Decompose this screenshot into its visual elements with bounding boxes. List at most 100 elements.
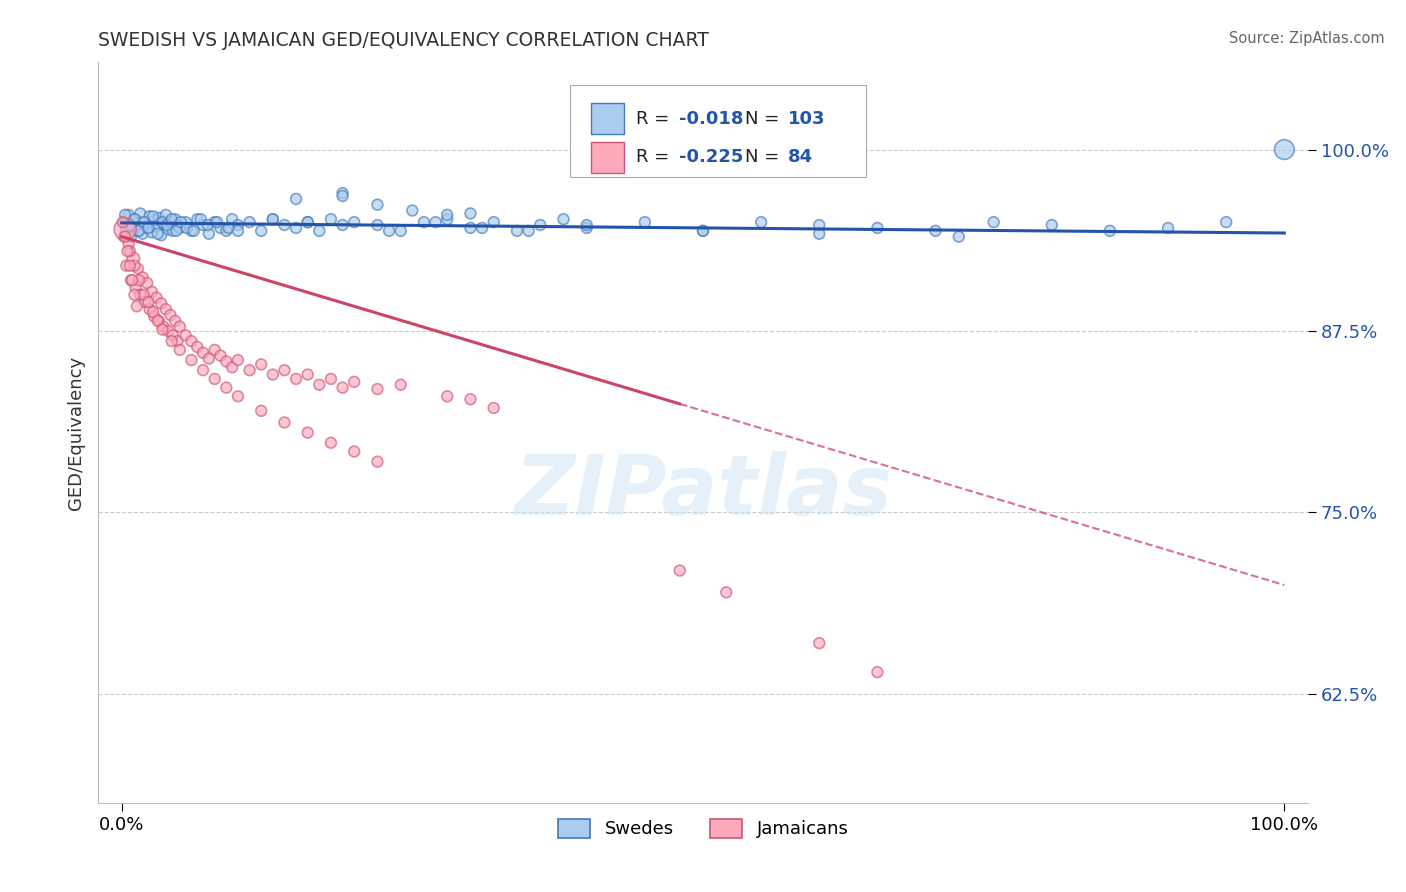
Point: [159, 308, 181, 322]
Point: [124, 259, 146, 273]
Text: -0.018: -0.018: [679, 110, 744, 128]
Point: [226, 353, 249, 368]
Point: [866, 665, 889, 680]
Point: [716, 585, 738, 599]
Point: [1040, 218, 1063, 232]
Point: [866, 221, 889, 235]
Point: [634, 215, 657, 229]
Point: [114, 208, 136, 222]
Point: [204, 372, 226, 386]
Point: [160, 334, 183, 348]
Point: [138, 302, 160, 317]
Point: [180, 334, 202, 348]
Point: [319, 435, 342, 450]
Point: [575, 218, 598, 232]
Point: [482, 215, 505, 229]
Point: [186, 212, 208, 227]
Point: [250, 224, 273, 238]
Point: [215, 381, 238, 395]
Point: [131, 227, 153, 241]
Point: [129, 206, 152, 220]
Point: [152, 319, 174, 334]
Point: [143, 213, 166, 227]
Text: N =: N =: [745, 148, 786, 166]
Point: [506, 224, 529, 238]
Point: [121, 273, 143, 287]
Point: [128, 273, 150, 287]
Point: [436, 208, 458, 222]
Legend: Swedes, Jamaicans: Swedes, Jamaicans: [550, 812, 856, 846]
Point: [134, 295, 156, 310]
Point: [389, 377, 412, 392]
Point: [148, 211, 170, 225]
Point: [166, 334, 188, 348]
Point: [127, 261, 149, 276]
Point: [319, 212, 342, 227]
Point: [162, 328, 184, 343]
Point: [124, 212, 146, 227]
Point: [297, 215, 319, 229]
Point: [692, 224, 714, 238]
Point: [146, 314, 169, 328]
Point: [112, 229, 135, 244]
Point: [262, 368, 284, 382]
Point: [482, 401, 505, 415]
Point: [297, 368, 319, 382]
Point: [150, 296, 173, 310]
Point: [250, 404, 273, 418]
Point: [215, 354, 238, 368]
Point: [1272, 143, 1295, 157]
Point: [159, 215, 181, 229]
Point: [142, 210, 165, 224]
Text: SWEDISH VS JAMAICAN GED/EQUIVALENCY CORRELATION CHART: SWEDISH VS JAMAICAN GED/EQUIVALENCY CORR…: [98, 31, 709, 50]
Point: [308, 224, 330, 238]
Point: [226, 389, 249, 403]
Point: [118, 259, 141, 273]
Point: [115, 222, 138, 236]
Point: [297, 425, 319, 440]
Point: [157, 324, 180, 338]
Point: [413, 215, 436, 229]
Point: [111, 215, 134, 229]
Point: [389, 224, 412, 238]
Point: [197, 218, 219, 232]
Point: [136, 276, 159, 290]
Point: [125, 299, 148, 313]
Text: 84: 84: [787, 148, 813, 166]
Point: [204, 215, 226, 229]
Point: [174, 328, 197, 343]
Point: [150, 322, 173, 336]
Point: [808, 636, 831, 650]
Point: [118, 236, 141, 251]
Point: [460, 221, 482, 235]
Point: [122, 252, 145, 266]
Point: [343, 444, 366, 458]
Point: [226, 224, 249, 238]
Point: [205, 215, 228, 229]
Text: R =: R =: [637, 148, 675, 166]
FancyBboxPatch shape: [591, 142, 624, 173]
Point: [471, 221, 494, 235]
Point: [668, 564, 690, 578]
FancyBboxPatch shape: [591, 103, 624, 135]
Point: [425, 215, 447, 229]
Point: [162, 224, 184, 238]
Point: [529, 218, 551, 232]
Point: [169, 319, 191, 334]
Point: [165, 314, 187, 328]
Point: [262, 212, 284, 227]
Point: [983, 215, 1005, 229]
Point: [378, 224, 401, 238]
Point: [134, 215, 156, 229]
Point: [180, 224, 202, 238]
Point: [156, 218, 179, 232]
Point: [127, 224, 149, 238]
Point: [308, 377, 330, 392]
Point: [1215, 215, 1237, 229]
Point: [273, 363, 295, 377]
Point: [218, 221, 240, 235]
Point: [120, 229, 142, 244]
Point: [132, 287, 155, 301]
Point: [131, 270, 153, 285]
Point: [297, 215, 319, 229]
